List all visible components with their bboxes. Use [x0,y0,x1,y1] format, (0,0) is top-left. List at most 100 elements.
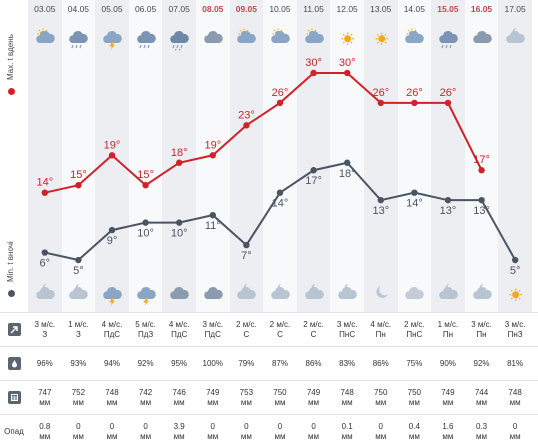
humidity-cell: 83% [339,358,356,368]
cloud-day-icon [297,26,331,52]
precip-cell: 0 мм [207,421,219,441]
min-temp-label: 11° [205,220,221,232]
humidity-row: 96% 93% 94% 92% 95% 100% 79% 87% 86% 83% 86% 75% 90%… [0,346,538,380]
wind-cell: 3 м/с. ПдС [202,319,224,339]
wind-cell: 3 м/с. З [34,319,56,339]
precip-cell: 0 мм [140,421,152,441]
humidity-cell: 92% [137,358,154,368]
min-temp-label: 6° [40,258,51,270]
min-temp-point [276,189,284,196]
min-temp-point [411,189,418,196]
precip-cell: 1.6 мм [442,421,454,441]
pressure-cell: 750 мм [407,387,421,407]
pressure-cell: 748 мм [340,387,354,407]
cloud-moon-icon [62,282,96,308]
humidity-cell: 79% [238,358,255,368]
min-temp-label: 7° [241,250,252,262]
date-label: 04.05 [67,4,90,14]
cloud-moon-icon [297,282,331,308]
min-temp-label: 10° [137,228,154,240]
min-temp-label: 13° [372,205,389,217]
max-temp-label: 26° [372,87,389,99]
pressure-cell: 748 мм [105,387,119,407]
cloud-day-icon [230,26,264,52]
cloud-moon-icon [263,282,297,308]
max-temp-point [108,152,116,159]
pressure-cell: 744 мм [474,387,489,407]
date-header: 03.05 04.05 05.05 06.05 07.05 08.05 09.05 10.05… [28,4,532,14]
min-temp-label: 17° [305,175,322,187]
wind-cell: 3 м/с. ПнЗ [504,319,526,339]
wind-arrow-icon [7,323,21,336]
max-temp-label: 17° [473,154,490,166]
precip-cell: 0.4 мм [408,421,420,441]
date-label: 13.05 [370,4,392,14]
date-label: 16.05 [470,4,493,14]
min-temp-point [478,196,485,204]
pressure-cell: 753 мм [239,387,254,407]
pressure-cell: 746 мм [172,387,186,407]
max-temp-point [411,99,418,107]
cloud-icon [196,26,230,52]
min-temp-label: 10° [171,228,188,240]
max-temp-point [142,182,149,189]
cloud-thunder-icon [95,282,129,308]
max-temp-label: 26° [406,87,423,99]
sun-icon [498,282,532,308]
pressure-gauge-icon [7,391,21,404]
precip-cell: 0 мм [509,421,521,441]
min-legend-dot [8,290,15,297]
precip-cell: 3.9 мм [173,421,185,441]
cloud-moon-icon [498,26,532,52]
precip-cell: 0 мм [106,421,118,441]
min-temp-label: 5° [73,265,84,277]
min-temp-label: 13° [473,205,490,217]
min-temp-label: 14° [272,198,289,210]
max-temp-label: 26° [440,87,457,99]
cloud-moon-icon [28,282,62,308]
humidity-cell: 95% [171,358,188,368]
day-column [397,0,432,312]
day-column [128,0,163,312]
min-temp-point [310,167,317,174]
min-temp-point [41,249,48,256]
pressure-cell: 750 мм [374,387,388,407]
max-temp-label: 23° [238,109,255,121]
date-label: 03.05 [34,4,56,14]
precip-row: Опад 0.8 мм 0 мм 0 мм 0 мм 3.9 мм 0 мм 0 мм 0 мм 0 мм 0.1 м… [0,414,538,448]
wind-cell: 4 м/с. ПдС [168,319,190,339]
cloud-heavy-rain-icon [162,26,196,52]
min-temp-point [243,241,250,249]
wind-cell: 1 м/с. З [68,319,89,339]
min-temp-label: 14° [406,198,423,210]
max-temp-point [444,99,452,107]
wind-cell: 2 м/с. С [303,319,324,339]
max-temp-label: 26° [272,87,289,99]
cloud-thunder-icon [95,26,129,52]
day-column [431,0,465,312]
max-temp-line [44,71,483,194]
cloud-day-icon [263,26,297,52]
day-column [162,0,196,312]
date-label: 10.05 [269,4,291,14]
humidity-drop-icon [7,357,21,370]
precip-cell: 0 мм [72,421,84,441]
humidity-cell: 87% [271,358,288,368]
humidity-cell: 93% [70,358,87,368]
max-temp-point [478,167,485,174]
cloud-light-icon [398,282,432,308]
moon-icon [364,282,398,308]
precip-cell: 0.3 мм [475,421,488,441]
min-temp-label: 9° [107,235,118,247]
cloud-rain-icon [129,26,163,52]
cloud-moon-icon [330,282,364,308]
cloud-rain-icon [431,26,465,52]
day-columns [28,0,532,312]
max-temp-point [41,189,48,196]
max-temp-label: 19° [104,139,121,151]
min-temp-point [75,256,82,264]
pressure-cell: 747 мм [38,387,52,407]
wind-cell: 5 м/с. ПдЗ [135,319,156,339]
cloud-day-icon [28,26,62,52]
humidity-cell: 86% [305,358,322,368]
